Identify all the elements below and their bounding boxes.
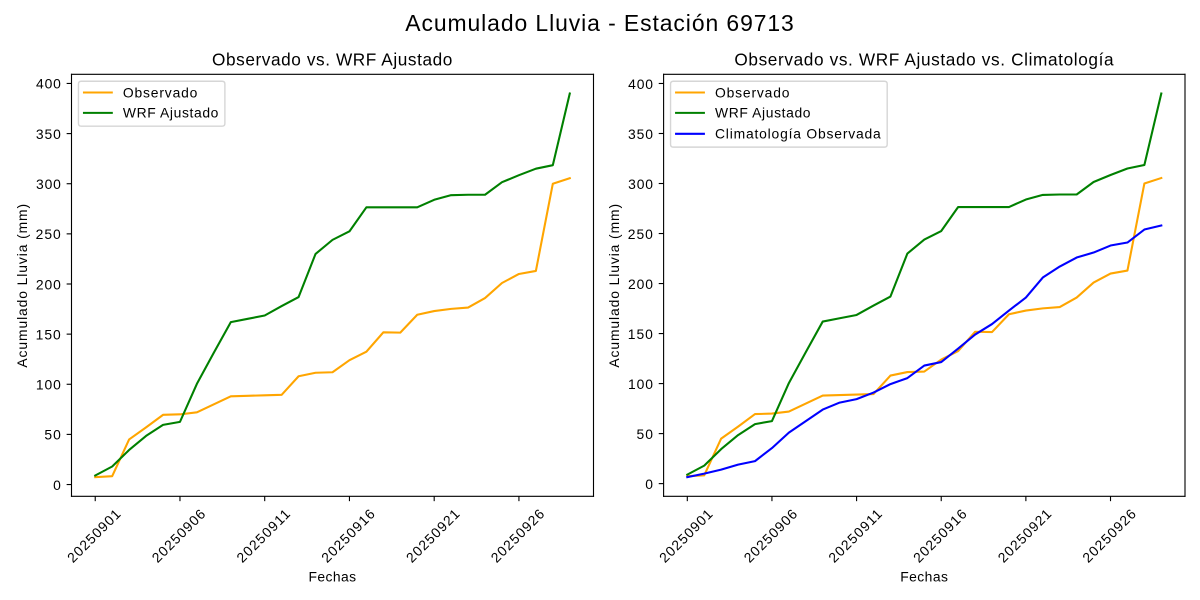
- svg-text:Climatología Observada: Climatología Observada: [715, 126, 882, 142]
- svg-text:Observado vs. WRF Ajustado: Observado vs. WRF Ajustado: [212, 49, 453, 69]
- svg-text:Observado: Observado: [123, 84, 198, 100]
- svg-text:WRF Ajustado: WRF Ajustado: [715, 105, 811, 121]
- svg-text:200: 200: [628, 276, 654, 292]
- svg-text:Observado: Observado: [715, 84, 790, 100]
- svg-text:Acumulado Lluvia (mm): Acumulado Lluvia (mm): [14, 203, 30, 368]
- svg-text:50: 50: [44, 427, 61, 443]
- svg-text:150: 150: [628, 326, 654, 342]
- svg-text:100: 100: [36, 377, 62, 393]
- svg-text:350: 350: [628, 126, 654, 142]
- svg-text:400: 400: [36, 76, 62, 92]
- svg-text:250: 250: [628, 226, 654, 242]
- svg-text:Fechas: Fechas: [900, 569, 948, 585]
- svg-text:250: 250: [36, 226, 62, 242]
- svg-text:300: 300: [628, 176, 654, 192]
- svg-text:0: 0: [645, 476, 654, 492]
- svg-text:WRF Ajustado: WRF Ajustado: [123, 105, 219, 121]
- svg-text:Observado vs. WRF Ajustado vs.: Observado vs. WRF Ajustado vs. Climatolo…: [734, 49, 1114, 69]
- svg-text:0: 0: [53, 477, 62, 493]
- svg-text:Acumulado Lluvia - Estación 69: Acumulado Lluvia - Estación 69713: [405, 10, 794, 36]
- svg-text:200: 200: [36, 276, 62, 292]
- svg-text:350: 350: [36, 126, 62, 142]
- svg-text:300: 300: [36, 176, 62, 192]
- svg-text:Acumulado Lluvia (mm): Acumulado Lluvia (mm): [606, 203, 622, 368]
- svg-text:150: 150: [36, 326, 62, 342]
- svg-text:400: 400: [628, 76, 654, 92]
- svg-text:50: 50: [637, 426, 654, 442]
- svg-text:100: 100: [628, 376, 654, 392]
- svg-text:Fechas: Fechas: [308, 569, 356, 585]
